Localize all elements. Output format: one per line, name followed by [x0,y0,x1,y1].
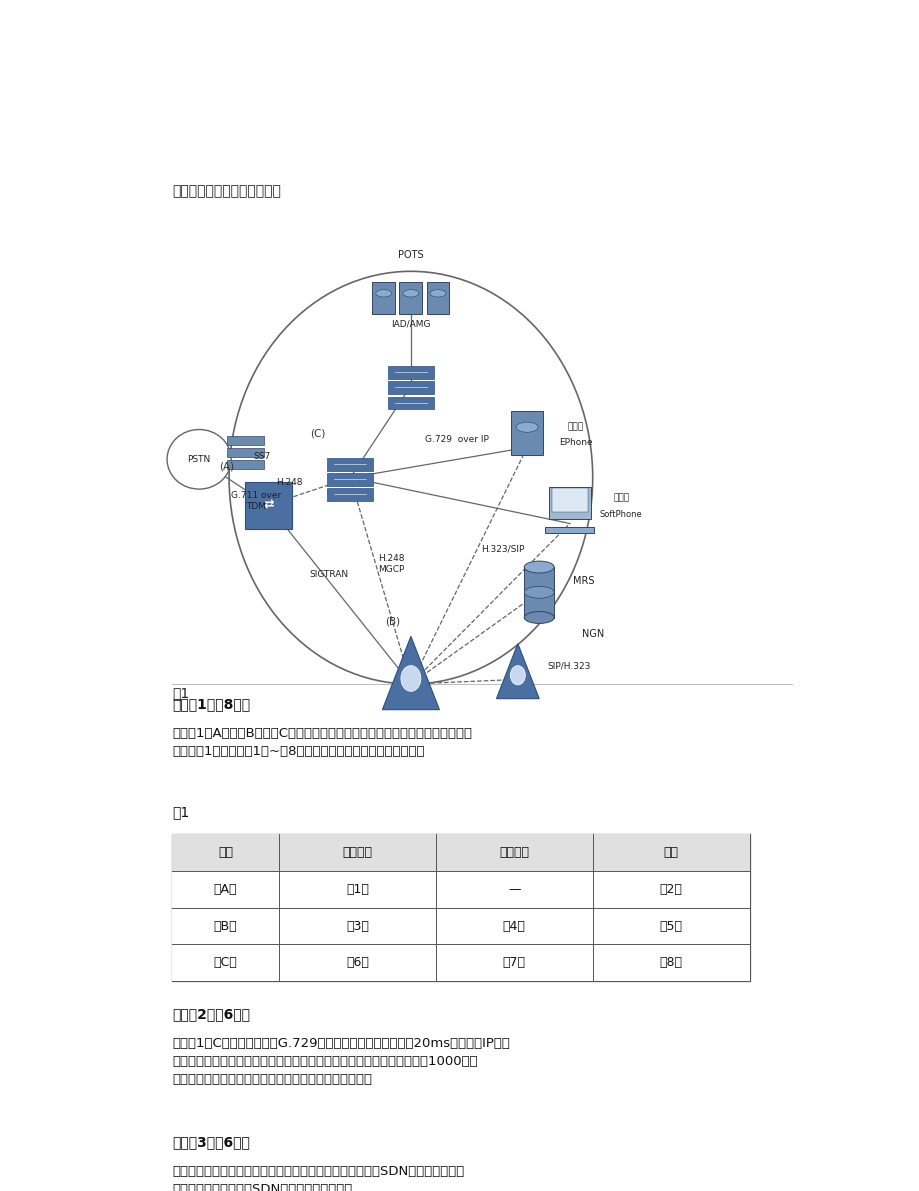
Bar [426,281,448,314]
Text: 确定图1（A）、（B）和（C）处应该部署设备的名称、所属网络架构的层次和功
能，将表1中应填入（1）~（8）中的内容写在答题纸的对应栏内。: 确定图1（A）、（B）和（C）处应该部署设备的名称、所属网络架构的层次和功 能，… [172,727,471,759]
Text: （A）: （A） [213,883,237,896]
Bar [172,944,749,981]
Text: 多媒体: 多媒体 [612,493,629,503]
Text: SoftPhone: SoftPhone [599,510,641,519]
Text: 【问题3】（6分）: 【问题3】（6分） [172,1135,250,1149]
Bar [172,835,749,871]
Bar [327,473,373,486]
Text: (A): (A) [219,462,234,472]
Ellipse shape [524,586,553,598]
Text: POTS: POTS [398,250,424,260]
Text: 位置: 位置 [218,847,233,859]
Bar [548,487,591,519]
Text: ⇄: ⇄ [263,499,273,512]
Text: H.248: H.248 [276,478,302,487]
Text: SS7: SS7 [254,453,270,461]
Text: （5）: （5） [659,919,682,933]
Bar [372,281,395,314]
Bar [511,411,542,455]
Circle shape [401,666,420,691]
Text: 设备名称: 设备名称 [342,847,372,859]
Text: MRS: MRS [572,576,594,586]
Bar [227,436,264,445]
Bar [327,457,373,470]
Text: SIP/H.323: SIP/H.323 [547,661,590,671]
Text: 功能: 功能 [663,847,678,859]
Ellipse shape [524,611,553,623]
Text: 图1: 图1 [172,686,189,700]
Bar [545,526,594,532]
Bar [524,567,553,617]
Text: （3）: （3） [346,919,369,933]
Text: （7）: （7） [502,956,526,969]
Text: （2）: （2） [659,883,682,896]
Bar [388,366,433,379]
Bar [172,871,749,908]
Ellipse shape [375,289,391,297]
Text: H.323/SIP: H.323/SIP [481,544,525,554]
Text: SIGTRAN: SIGTRAN [309,570,348,579]
Bar [388,397,433,410]
Bar [399,281,422,314]
Text: （B）: （B） [213,919,237,933]
Text: 所属层次: 所属层次 [499,847,528,859]
Bar [551,488,587,512]
Text: 假设图1（C）处的设备采用G.729编码器进行语音压缩，且每20ms传送一个IP语音
包，在不考虑静音压缩和数据链路层开销的情况下，请估算：如果要支持1000个: 假设图1（C）处的设备采用G.729编码器进行语音压缩，且每20ms传送一个IP… [172,1037,509,1086]
Text: IAD/AMG: IAD/AMG [391,319,430,328]
Ellipse shape [429,289,446,297]
Text: （1）: （1） [346,883,369,896]
Ellipse shape [403,289,418,297]
Text: （6）: （6） [346,956,369,969]
Text: 备之间的虚线表示信令关系。: 备之间的虚线表示信令关系。 [172,185,280,198]
Bar [227,460,264,469]
Ellipse shape [516,422,538,432]
Text: 【问题1】（8分）: 【问题1】（8分） [172,697,250,711]
Text: （C）: （C） [213,956,237,969]
Text: H.248
MGCP: H.248 MGCP [378,554,404,574]
Bar [172,835,749,981]
Text: (C): (C) [311,429,325,438]
Text: NGN: NGN [581,629,603,638]
Text: (B): (B) [385,617,400,626]
Text: EPhone: EPhone [558,438,592,448]
Polygon shape [382,636,439,710]
Text: 表1: 表1 [172,805,189,819]
Text: 新技术的出现不断影响着通信网络的架构，软件定义网络（SDN）就是一种新型
网络创新架构。请简述SDN的基本概念和优势。: 新技术的出现不断影响着通信网络的架构，软件定义网络（SDN）就是一种新型 网络创… [172,1166,464,1191]
Text: G.711 over
TDM: G.711 over TDM [232,491,281,511]
Bar [244,482,291,529]
Text: 多媒体: 多媒体 [567,423,583,431]
Text: PSTN: PSTN [187,455,210,463]
Bar [388,381,433,394]
Text: G.729  over IP: G.729 over IP [425,435,488,444]
Ellipse shape [524,561,553,573]
Circle shape [510,666,525,685]
Text: （4）: （4） [503,919,525,933]
Bar [327,488,373,501]
Polygon shape [496,643,539,699]
Ellipse shape [167,430,231,490]
Bar [172,908,749,944]
Text: 【问题2】（6分）: 【问题2】（6分） [172,1006,250,1021]
Bar [227,448,264,457]
Text: —: — [507,883,520,896]
Text: （8）: （8） [659,956,682,969]
